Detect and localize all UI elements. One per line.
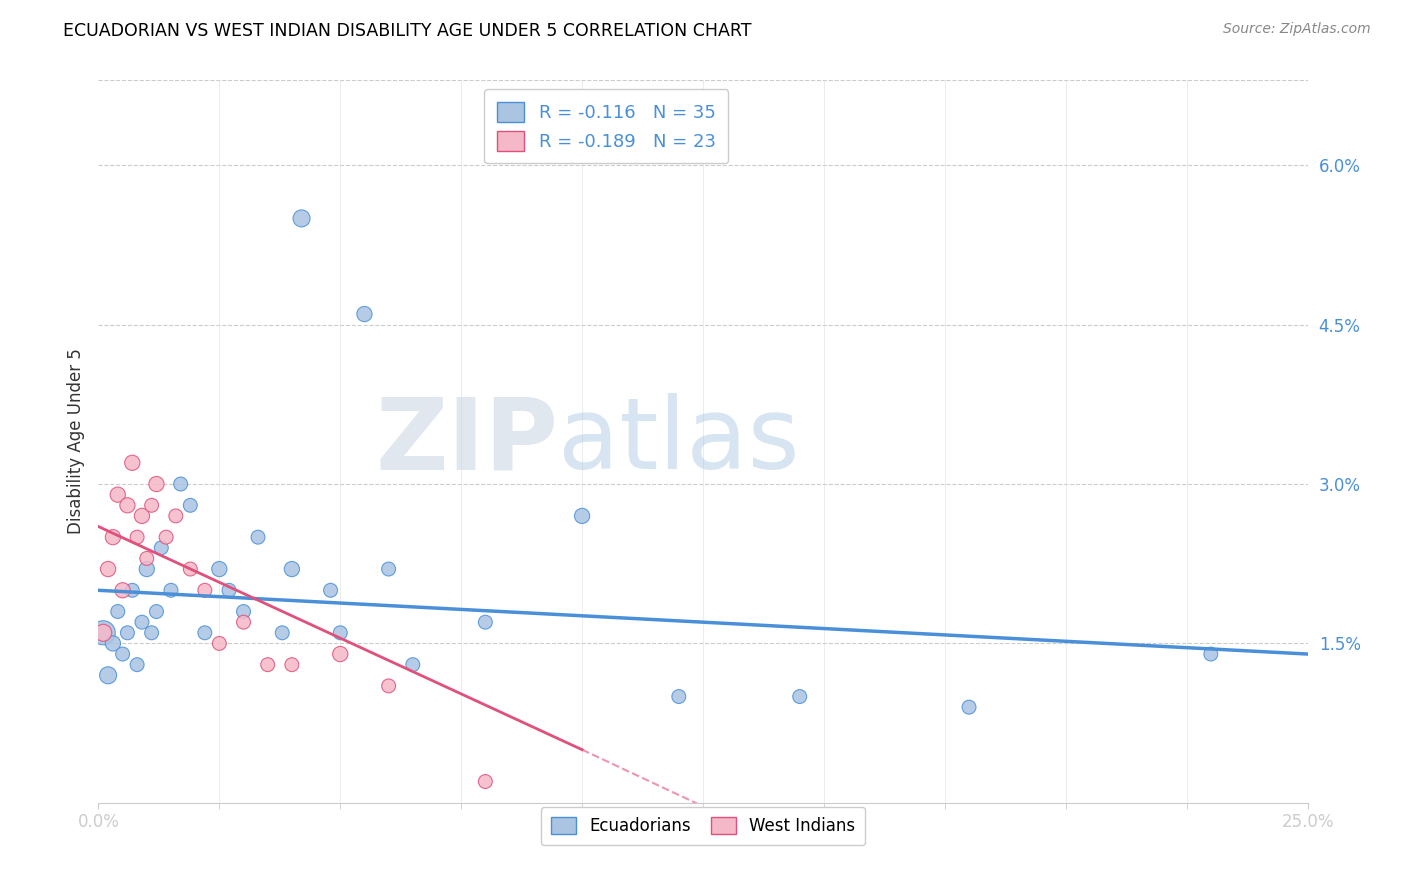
Text: ZIP: ZIP <box>375 393 558 490</box>
Point <box>91 625 114 640</box>
Point <box>107 488 129 502</box>
Point <box>127 657 149 672</box>
Point <box>145 605 167 619</box>
Point <box>165 508 187 523</box>
Point <box>155 530 177 544</box>
Point <box>474 774 496 789</box>
Point <box>91 625 114 640</box>
Point <box>179 562 201 576</box>
Point <box>281 657 304 672</box>
Point <box>247 530 270 544</box>
Point <box>117 625 139 640</box>
Point <box>353 307 375 321</box>
Point <box>179 498 201 512</box>
Point <box>107 605 129 619</box>
Point <box>145 477 167 491</box>
Text: atlas: atlas <box>558 393 800 490</box>
Point <box>160 583 183 598</box>
Point <box>141 498 163 512</box>
Point <box>1199 647 1222 661</box>
Point <box>135 551 157 566</box>
Point <box>169 477 191 491</box>
Point <box>329 647 352 661</box>
Point <box>135 562 157 576</box>
Point <box>97 562 120 576</box>
Text: Source: ZipAtlas.com: Source: ZipAtlas.com <box>1223 22 1371 37</box>
Point <box>789 690 811 704</box>
Point <box>141 625 163 640</box>
Point <box>329 625 352 640</box>
Point <box>281 562 304 576</box>
Point <box>668 690 690 704</box>
Point <box>121 456 143 470</box>
Point <box>101 636 124 650</box>
Point <box>111 647 134 661</box>
Point <box>571 508 593 523</box>
Point <box>131 615 153 630</box>
Point <box>271 625 294 640</box>
Point <box>111 583 134 598</box>
Point <box>232 605 254 619</box>
Point <box>290 211 312 226</box>
Legend: Ecuadorians, West Indians: Ecuadorians, West Indians <box>541 807 865 845</box>
Point <box>101 530 124 544</box>
Point <box>957 700 980 714</box>
Point <box>117 498 139 512</box>
Point <box>194 583 217 598</box>
Point <box>208 562 231 576</box>
Point <box>218 583 240 598</box>
Point <box>121 583 143 598</box>
Point <box>319 583 342 598</box>
Point <box>474 615 496 630</box>
Point <box>377 679 399 693</box>
Point <box>127 530 149 544</box>
Point <box>232 615 254 630</box>
Point <box>402 657 425 672</box>
Point <box>194 625 217 640</box>
Point <box>256 657 278 672</box>
Point <box>377 562 399 576</box>
Text: ECUADORIAN VS WEST INDIAN DISABILITY AGE UNDER 5 CORRELATION CHART: ECUADORIAN VS WEST INDIAN DISABILITY AGE… <box>63 22 752 40</box>
Point <box>131 508 153 523</box>
Point <box>150 541 173 555</box>
Point <box>208 636 231 650</box>
Y-axis label: Disability Age Under 5: Disability Age Under 5 <box>66 349 84 534</box>
Point <box>97 668 120 682</box>
